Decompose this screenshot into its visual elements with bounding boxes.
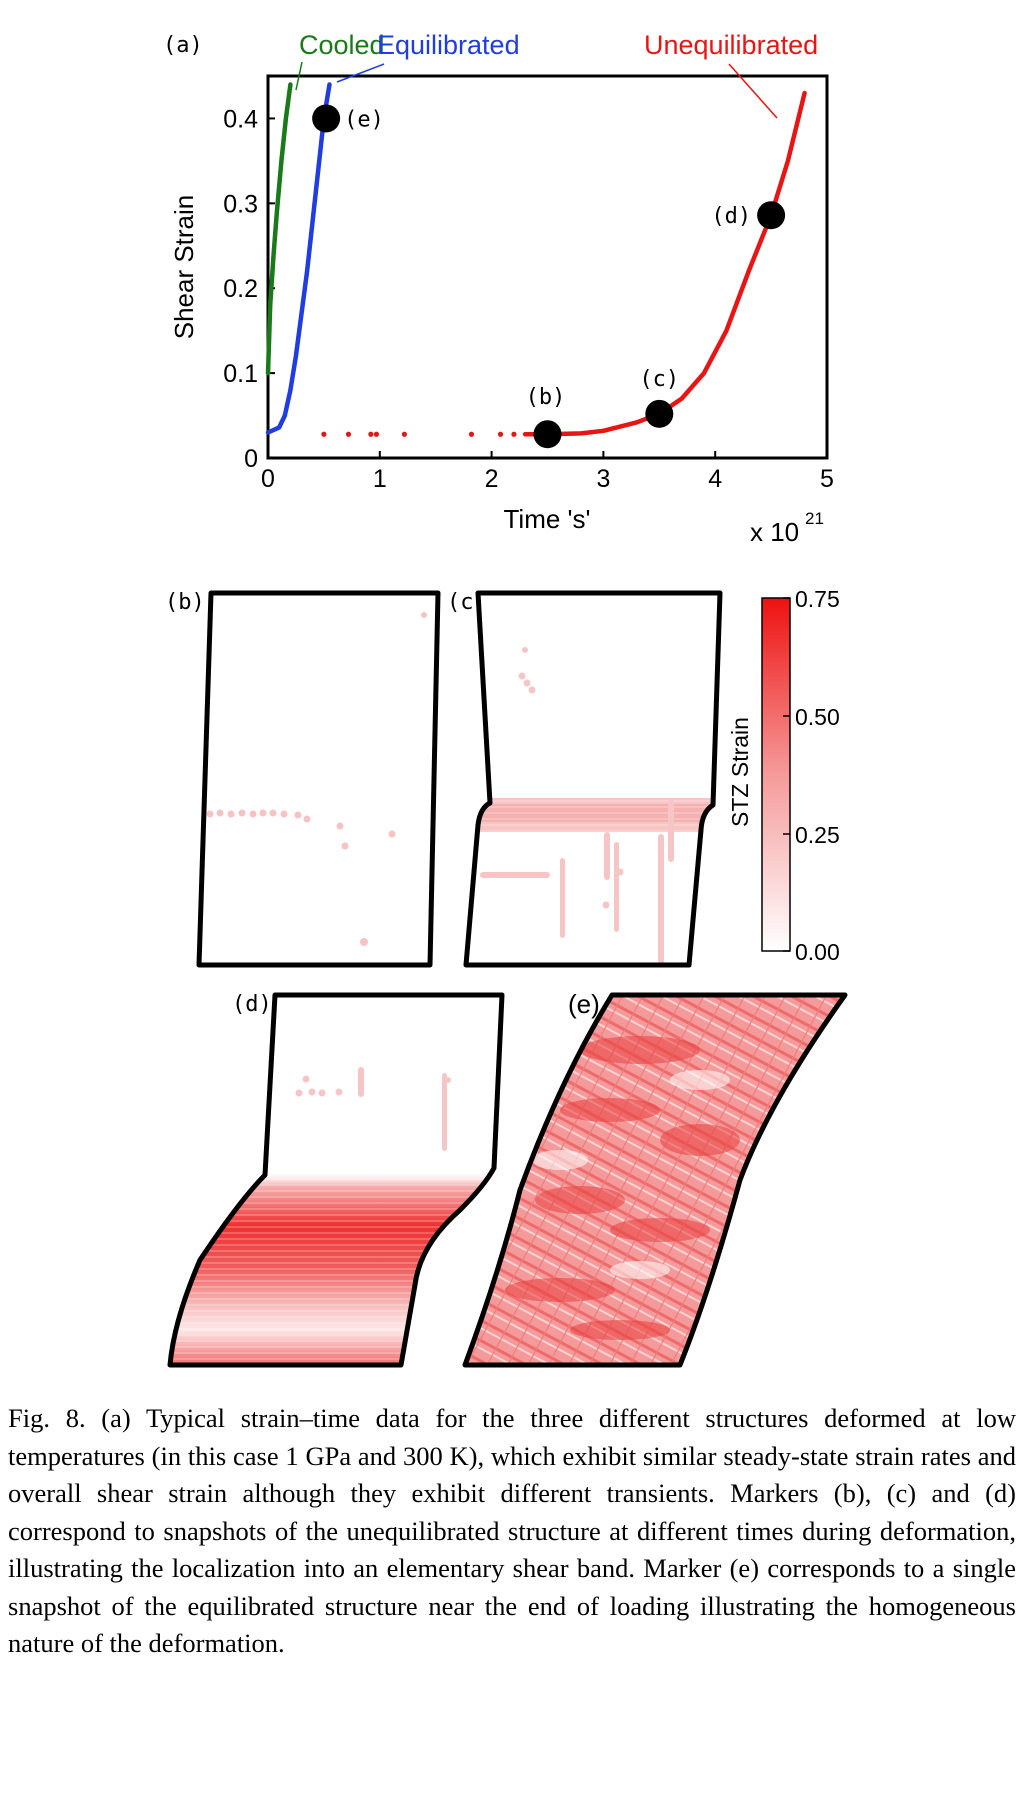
x-tick-label: 1 <box>373 465 387 493</box>
snapshot-d-outline <box>167 992 505 1368</box>
legend-unequilibrated: Unequilibrated <box>644 30 818 60</box>
series-point-unequilibrated <box>321 431 327 437</box>
snapshot-e-strain-field <box>465 995 845 1365</box>
series-point-unequilibrated <box>401 431 407 437</box>
axis-ticks: 0 1 2 3 4 5 0 0.1 0.2 0.3 0.4 <box>223 105 834 493</box>
x-tick-label: 5 <box>820 465 834 493</box>
y-tick-label: 0.3 <box>223 190 258 218</box>
markers-layer: (b) (c) (d) (e) <box>312 104 786 449</box>
x-tick-label: 4 <box>708 465 722 493</box>
x-exponent-power: 21 <box>805 509 824 528</box>
marker-dot <box>645 399 674 428</box>
colorbar-gradient <box>761 597 791 952</box>
colorbar-label: STZ Strain <box>727 717 753 827</box>
y-tick-label: 0 <box>244 445 258 473</box>
series-layer <box>265 82 807 437</box>
colorbar-tick-0: 0.75 <box>795 586 840 612</box>
series-point-unequilibrated <box>497 431 504 437</box>
x-exponent-label: x 10 <box>750 517 799 547</box>
series-point-unequilibrated <box>368 431 374 437</box>
series-point-unequilibrated <box>468 431 475 437</box>
series-point-unequilibrated <box>373 431 380 437</box>
marker-label: (c) <box>639 367 679 392</box>
series-point-unequilibrated <box>511 431 517 437</box>
snapshot-e: (e) <box>462 989 848 1368</box>
marker-dot <box>312 104 341 133</box>
y-axis-label: Shear Strain <box>169 195 199 340</box>
figure-caption: Fig. 8. (a) Typical strain–time data for… <box>8 1403 1016 1658</box>
legend-equilibrated: Equilibrated <box>377 30 520 60</box>
colorbar-tick-1: 0.50 <box>795 704 840 730</box>
snapshot-b: (b) <box>165 590 441 968</box>
series-point-unequilibrated <box>345 431 352 437</box>
snapshot-c-outline <box>463 590 723 968</box>
snapshot-d-strain-field <box>170 995 502 1365</box>
snapshot-b-outline <box>196 590 441 968</box>
marker-dot <box>757 201 786 230</box>
snapshot-e-label: (e) <box>568 989 600 1019</box>
snapshot-b-strain-dots <box>206 612 427 946</box>
legend-cooled: Cooled <box>299 30 385 60</box>
marker-dot <box>533 420 562 449</box>
x-axis-label: Time 's' <box>504 504 591 534</box>
y-tick-label: 0.4 <box>223 105 258 133</box>
snapshot-d: (d) <box>167 992 505 1368</box>
x-tick-label: 2 <box>485 465 499 493</box>
x-tick-label: 0 <box>261 465 275 493</box>
marker-label: (d) <box>711 204 751 229</box>
snapshot-d-label: (d) <box>232 992 272 1017</box>
x-tick-label: 3 <box>596 465 610 493</box>
snapshot-e-outline <box>462 992 848 1368</box>
legend-leader-cooled <box>295 61 303 91</box>
colorbar-tick-2: 0.25 <box>795 822 840 848</box>
snapshot-c-strain-field <box>466 593 720 965</box>
snapshot-b-label: (b) <box>165 590 205 615</box>
legend-leader-unequilibrated <box>728 63 778 119</box>
plot-frame <box>266 74 829 460</box>
marker-label: (e) <box>344 107 384 132</box>
series-line-equilibrated <box>265 82 332 435</box>
legend-leader-equilibrated <box>336 63 385 83</box>
figure-8: (a) 0 1 2 3 4 5 0 0.1 0.2 0.3 0.4 (b) (c) (d) (e) Coo… <box>163 30 848 1368</box>
panel-a-chart: (a) 0 1 2 3 4 5 0 0.1 0.2 0.3 0.4 (b) (c) (d) (e) Coo… <box>163 30 834 547</box>
snapshot-c: (c) <box>447 590 723 968</box>
marker-label: (b) <box>526 385 566 410</box>
colorbar: 0.75 0.50 0.25 0.00 STZ Strain <box>727 586 840 965</box>
y-tick-label: 0.2 <box>223 275 258 303</box>
panel-a-label: (a) <box>163 33 203 58</box>
colorbar-tick-3: 0.00 <box>795 939 840 965</box>
series-line-cooled <box>265 82 293 376</box>
y-tick-label: 0.1 <box>223 360 258 388</box>
